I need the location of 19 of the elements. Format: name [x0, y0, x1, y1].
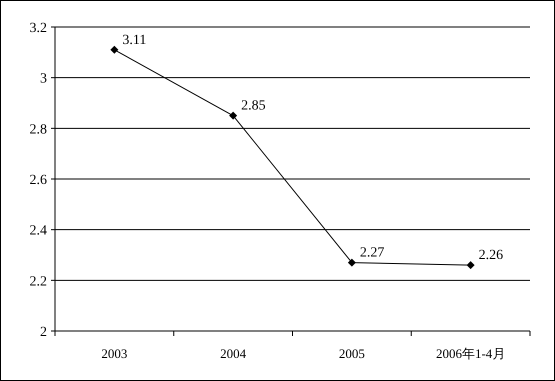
point	[466, 261, 475, 270]
x-tick-label: 2004	[220, 346, 247, 361]
y-tick-label: 3	[40, 72, 47, 87]
y-tick-label: 2.4	[30, 224, 47, 239]
y-tick-label: 2	[40, 325, 47, 340]
point	[110, 46, 118, 54]
y-tick-label: 2.2	[30, 274, 47, 290]
data-label: 2.26	[478, 248, 504, 264]
x-tick-label: 2003	[101, 346, 128, 361]
data-label: 2.27	[360, 246, 384, 261]
y-tick-label: 2.6	[30, 173, 47, 188]
point	[348, 258, 356, 267]
data-label: 3.11	[122, 32, 146, 48]
y-tick-label: 3.2	[30, 21, 47, 36]
x-tick-label: 2006年1-4月	[436, 346, 506, 361]
y-tick-label: 2.8	[30, 122, 47, 138]
point	[229, 112, 238, 120]
x-tick-label: 2005	[338, 346, 365, 361]
data-label: 2.85	[241, 98, 266, 114]
